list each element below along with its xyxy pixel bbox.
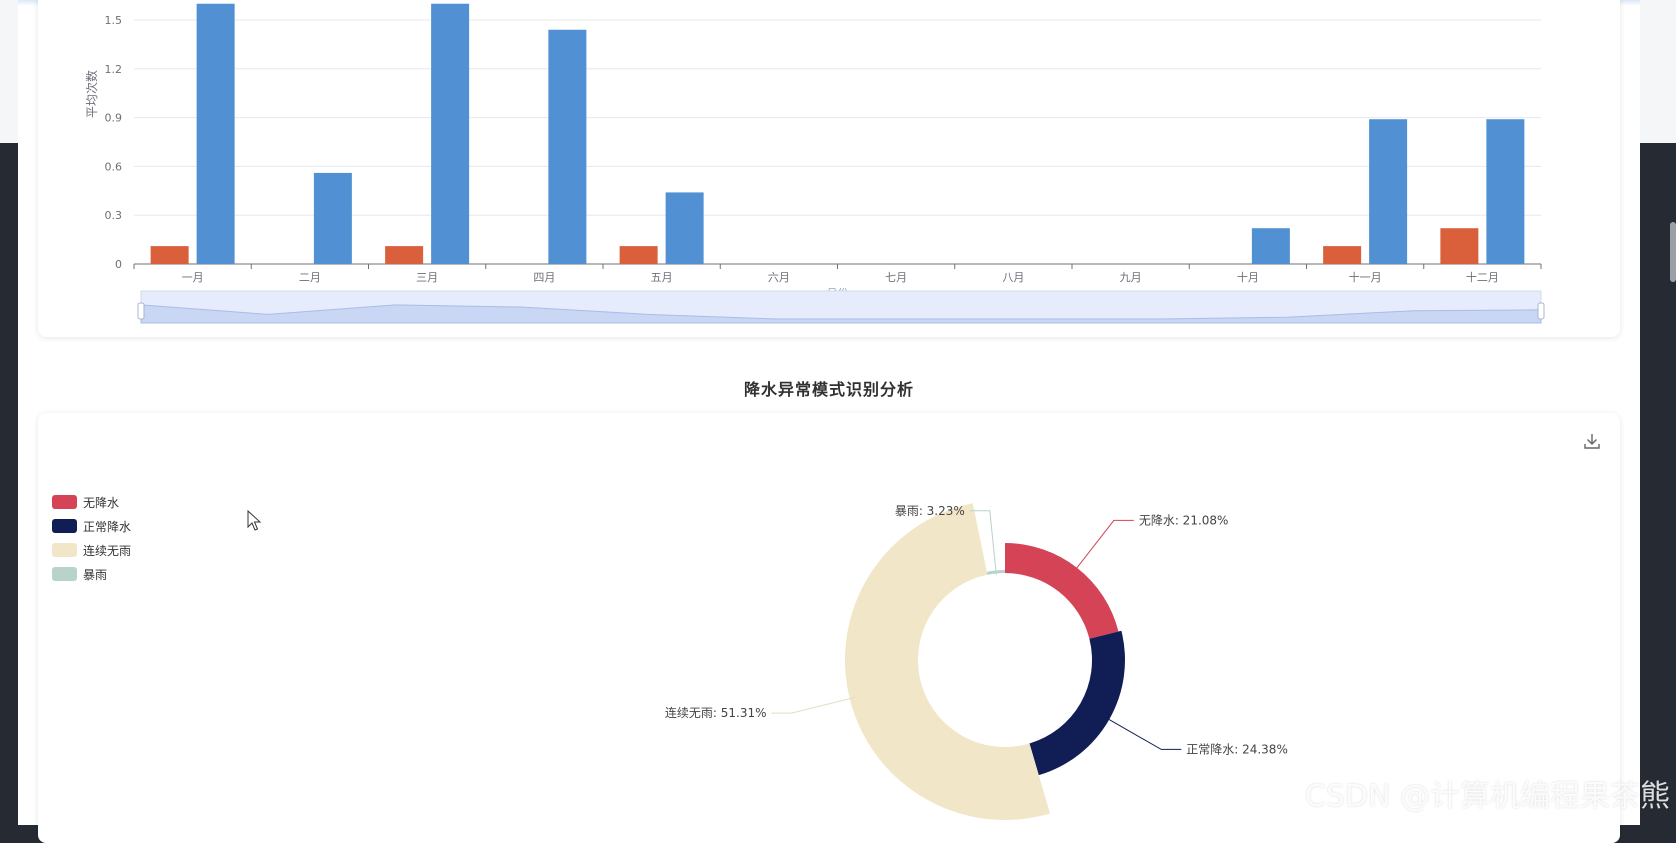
pie-chart-card [38,413,1620,843]
bar-series-1 [150,246,189,264]
x-tick-label: 八月 [1002,271,1024,284]
bar-series-2 [313,172,352,264]
x-tick-label: 十月 [1237,270,1259,284]
legend-item[interactable]: 暴雨 [52,562,131,586]
x-tick-label: 一月 [182,271,204,284]
x-tick-label: 六月 [768,271,790,284]
bar-series-2 [1369,119,1408,264]
mouse-cursor-icon [247,510,262,531]
legend-swatch [52,495,77,509]
bar-series-1 [1323,246,1362,264]
download-icon[interactable] [1582,431,1602,451]
bar-series-1 [619,246,658,264]
dashboard-main: 0 0.3 0.6 0.9 1.2 1.5 平均次数一月 二月 三月 四月 五月 六月 七月 八月 九月 十月… [18,0,1640,843]
legend-item[interactable]: 正常降水 [52,514,131,538]
legend-swatch [52,519,77,533]
y-tick-label: 0.9 [105,112,123,125]
x-tick-label: 七月 [885,271,907,284]
watermark: CSDN @计算机编程果茶熊 [1304,779,1670,814]
y-tick-label: 0 [115,258,122,271]
bar-series-2 [431,3,470,264]
pie-legend: 无降水正常降水连续无雨暴雨 [52,490,131,586]
bar-series-2 [548,29,587,265]
legend-item[interactable]: 无降水 [52,490,131,514]
y-tick-label: 1.2 [105,63,123,76]
x-tick-label: 四月 [533,271,555,284]
legend-swatch [52,543,77,557]
x-tick-label: 十一月 [1349,270,1382,284]
scrollbar[interactable] [1670,222,1676,282]
legend-label: 无降水 [83,495,120,510]
y-tick-label: 0.6 [105,160,123,173]
x-tick-label: 三月 [416,271,438,284]
legend-item[interactable]: 连续无雨 [52,538,131,562]
x-tick-label: 九月 [1120,271,1142,284]
y-tick-label: 0.3 [105,209,123,222]
x-tick-label: 二月 [299,271,321,284]
legend-label: 正常降水 [83,519,132,534]
y-tick-label: 1.5 [105,14,123,27]
bar-chart-card: 0 0.3 0.6 0.9 1.2 1.5 平均次数一月 二月 三月 四月 五月 六月 七月 八月 九月 十月… [38,0,1620,337]
bar-series-1 [385,246,424,264]
bar-series-1 [1440,228,1479,264]
pie-section-title: 降水异常模式识别分析 [743,380,914,399]
bar-series-2 [1251,228,1290,264]
bar-series-2 [196,3,235,264]
legend-label: 连续无雨 [83,543,132,558]
legend-label: 暴雨 [83,567,108,582]
data-zoom-handle-right[interactable] [1537,302,1545,320]
data-zoom-handle-left[interactable] [137,302,145,320]
legend-swatch [52,567,77,581]
bar-series-2 [665,192,704,264]
bar-series-2 [1486,119,1525,264]
x-tick-label: 五月 [651,271,673,284]
x-tick-label: 十二月 [1466,270,1499,284]
y-axis-label: 平均次数 [84,70,99,118]
